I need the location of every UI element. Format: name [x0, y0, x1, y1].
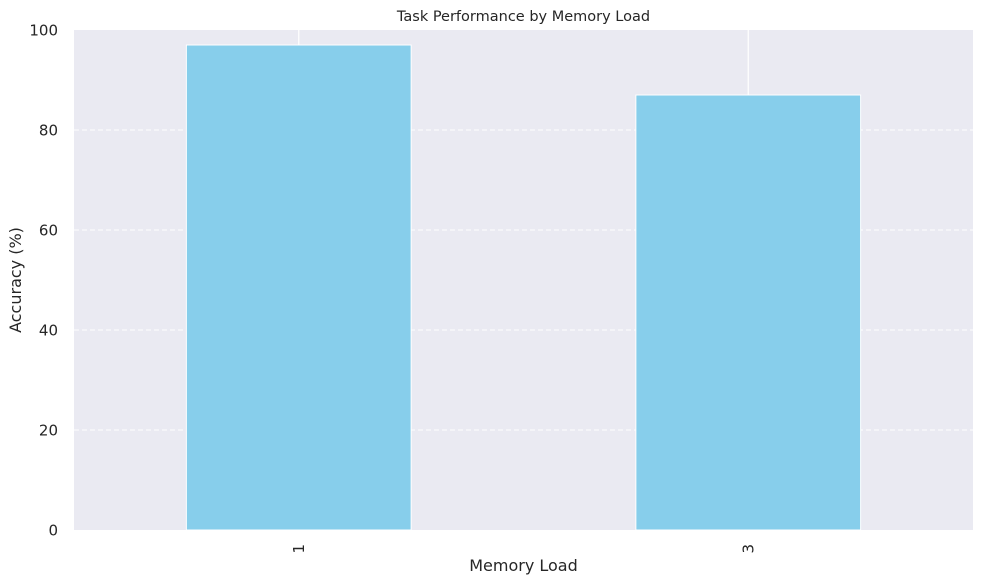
x-tick-label: 1: [290, 544, 308, 554]
bar-1: [185, 44, 412, 531]
y-tick-label: 0: [48, 522, 58, 540]
y-tick-label: 60: [39, 222, 58, 240]
y-tick-label: 20: [39, 422, 58, 440]
y-axis-label: Accuracy (%): [6, 227, 25, 333]
x-tick-label: 3: [739, 544, 757, 554]
chart-title: Task Performance by Memory Load: [396, 9, 650, 25]
bars: [185, 44, 862, 531]
y-tick-label: 100: [29, 22, 58, 40]
y-axis-ticks: 0 20 40 60 80 100: [29, 22, 58, 540]
y-tick-label: 40: [39, 322, 58, 340]
x-axis-label: Memory Load: [469, 556, 578, 575]
bar-3: [635, 94, 862, 531]
y-tick-label: 80: [39, 122, 58, 140]
